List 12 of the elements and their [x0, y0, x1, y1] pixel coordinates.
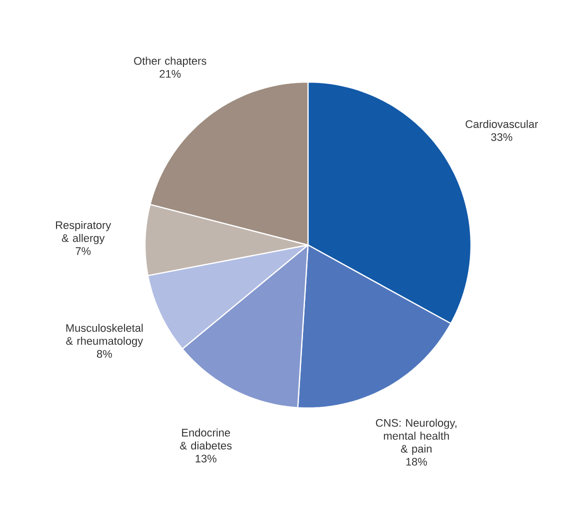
data-label: 13% [196, 454, 216, 462]
slice-label: CNS: Neurology, mental health & pain [376, 418, 456, 455]
data-label: 33% [491, 133, 512, 141]
data-label: 21% [160, 70, 181, 78]
data-label: 8% [96, 350, 112, 358]
slice-label: Other chapters [134, 56, 206, 67]
slice-label: Respiratory & allergy [56, 220, 112, 244]
data-label: 7% [76, 247, 91, 255]
data-label: 18% [406, 458, 427, 466]
slice-label: Musculoskeletal & rheumatology [66, 324, 144, 347]
slice-label: Endocrine & diabetes [180, 428, 232, 450]
slice-label: Cardiovascular [466, 120, 538, 128]
